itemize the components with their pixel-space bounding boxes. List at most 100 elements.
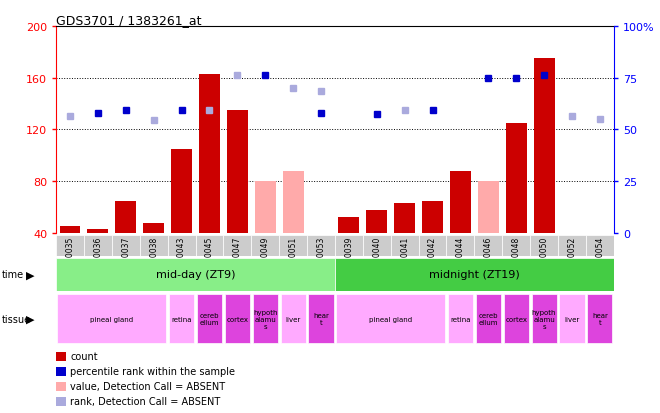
Bar xyxy=(112,235,140,256)
Bar xyxy=(282,171,304,233)
Text: GSM310053: GSM310053 xyxy=(317,236,325,283)
Bar xyxy=(478,182,499,233)
Bar xyxy=(225,295,250,343)
Text: GSM310051: GSM310051 xyxy=(288,236,298,282)
Bar xyxy=(169,295,194,343)
Text: ▶: ▶ xyxy=(26,314,35,324)
Text: rank, Detection Call = ABSENT: rank, Detection Call = ABSENT xyxy=(70,396,220,406)
Bar xyxy=(450,171,471,233)
Text: GSM310054: GSM310054 xyxy=(595,236,605,283)
Text: cortex: cortex xyxy=(226,316,248,322)
Text: GSM310050: GSM310050 xyxy=(540,236,548,283)
Bar xyxy=(504,295,529,343)
Bar xyxy=(587,295,612,343)
Text: GSM310036: GSM310036 xyxy=(94,236,102,283)
Text: cortex: cortex xyxy=(505,316,527,322)
Text: time: time xyxy=(1,270,24,280)
Text: liver: liver xyxy=(564,316,579,322)
Bar xyxy=(447,235,475,256)
Bar xyxy=(280,295,306,343)
Bar xyxy=(506,123,527,233)
Text: GSM310039: GSM310039 xyxy=(345,236,353,283)
Bar xyxy=(337,295,445,343)
Bar xyxy=(502,235,530,256)
Text: GSM310042: GSM310042 xyxy=(428,236,437,282)
Text: GSM310046: GSM310046 xyxy=(484,236,493,283)
Bar xyxy=(422,201,443,233)
Text: midnight (ZT19): midnight (ZT19) xyxy=(429,270,520,280)
Bar xyxy=(115,201,136,233)
Bar xyxy=(531,295,556,343)
Bar xyxy=(418,235,447,256)
Bar xyxy=(308,295,333,343)
Bar xyxy=(253,295,278,343)
Bar xyxy=(56,352,66,361)
Text: ▶: ▶ xyxy=(26,270,35,280)
Text: tissue: tissue xyxy=(1,314,30,324)
Text: GSM310048: GSM310048 xyxy=(512,236,521,282)
Bar xyxy=(57,295,166,343)
Bar xyxy=(307,235,335,256)
Text: percentile rank within the sample: percentile rank within the sample xyxy=(70,366,235,376)
Text: hypoth
alamu
s: hypoth alamu s xyxy=(532,309,556,329)
Text: retina: retina xyxy=(172,316,192,322)
Text: pineal gland: pineal gland xyxy=(369,316,412,322)
Bar xyxy=(223,235,251,256)
Text: GSM310045: GSM310045 xyxy=(205,236,214,283)
Text: cereb
ellum: cereb ellum xyxy=(478,313,498,325)
Bar xyxy=(255,182,276,233)
Bar xyxy=(363,235,391,256)
Bar xyxy=(88,230,108,233)
Text: mid-day (ZT9): mid-day (ZT9) xyxy=(156,270,235,280)
Bar xyxy=(335,235,363,256)
Bar xyxy=(56,382,66,391)
Bar xyxy=(534,59,554,233)
Bar xyxy=(199,75,220,233)
Bar xyxy=(197,295,222,343)
Bar xyxy=(195,235,223,256)
Bar xyxy=(391,235,418,256)
Text: retina: retina xyxy=(450,316,471,322)
Text: hear
t: hear t xyxy=(592,313,608,325)
Bar xyxy=(56,258,335,291)
Text: GDS3701 / 1383261_at: GDS3701 / 1383261_at xyxy=(56,14,201,27)
Bar xyxy=(227,111,248,233)
Text: hypoth
alamu
s: hypoth alamu s xyxy=(253,309,277,329)
Bar xyxy=(140,235,168,256)
Bar xyxy=(530,235,558,256)
Text: count: count xyxy=(70,351,98,361)
Bar xyxy=(171,150,192,233)
Text: GSM310049: GSM310049 xyxy=(261,236,270,283)
Text: hear
t: hear t xyxy=(313,313,329,325)
Bar xyxy=(558,235,586,256)
Bar xyxy=(339,218,359,233)
Text: GSM310035: GSM310035 xyxy=(65,236,75,283)
Text: cereb
ellum: cereb ellum xyxy=(200,313,219,325)
Text: GSM310047: GSM310047 xyxy=(233,236,242,283)
Bar xyxy=(59,227,81,233)
Bar xyxy=(394,204,415,233)
Bar xyxy=(279,235,307,256)
Bar xyxy=(251,235,279,256)
Text: value, Detection Call = ABSENT: value, Detection Call = ABSENT xyxy=(70,382,225,392)
Bar xyxy=(476,295,501,343)
Bar xyxy=(56,235,84,256)
Text: GSM310052: GSM310052 xyxy=(568,236,576,282)
Bar xyxy=(335,258,614,291)
Bar xyxy=(586,235,614,256)
Text: pineal gland: pineal gland xyxy=(90,316,133,322)
Bar xyxy=(56,367,66,376)
Text: liver: liver xyxy=(286,316,301,322)
Text: GSM310037: GSM310037 xyxy=(121,236,130,283)
Bar xyxy=(366,210,387,233)
Bar xyxy=(143,223,164,233)
Bar xyxy=(560,295,585,343)
Text: GSM310043: GSM310043 xyxy=(177,236,186,283)
Bar xyxy=(84,235,112,256)
Bar xyxy=(448,295,473,343)
Text: GSM310041: GSM310041 xyxy=(400,236,409,282)
Text: GSM310044: GSM310044 xyxy=(456,236,465,283)
Text: GSM310038: GSM310038 xyxy=(149,236,158,282)
Bar xyxy=(56,396,66,406)
Bar xyxy=(475,235,502,256)
